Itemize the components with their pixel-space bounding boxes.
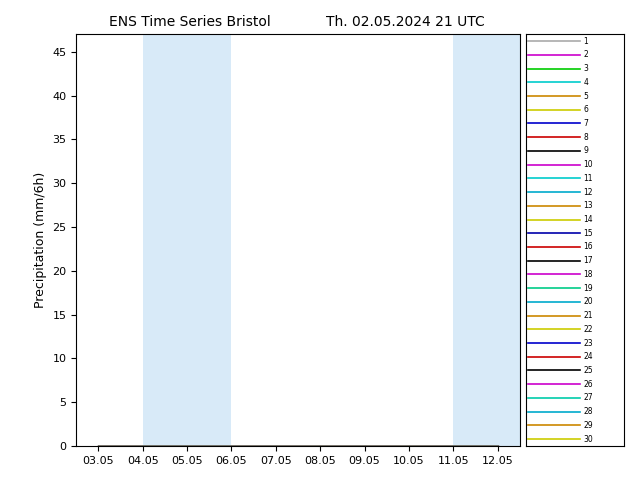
Text: 11: 11 (583, 174, 593, 183)
Text: ENS Time Series Bristol: ENS Time Series Bristol (109, 15, 271, 29)
Text: 4: 4 (583, 78, 588, 87)
Y-axis label: Precipitation (mm/6h): Precipitation (mm/6h) (34, 172, 47, 308)
Text: 2: 2 (583, 50, 588, 59)
Text: 27: 27 (583, 393, 593, 402)
Text: 14: 14 (583, 215, 593, 224)
Text: 26: 26 (583, 380, 593, 389)
Text: 15: 15 (583, 229, 593, 238)
Text: 7: 7 (583, 119, 588, 128)
Text: 9: 9 (583, 147, 588, 155)
Text: 12: 12 (583, 188, 593, 196)
Text: 10: 10 (583, 160, 593, 169)
Text: 22: 22 (583, 325, 593, 334)
Text: 21: 21 (583, 311, 593, 320)
Text: 8: 8 (583, 133, 588, 142)
Text: Th. 02.05.2024 21 UTC: Th. 02.05.2024 21 UTC (327, 15, 485, 29)
Text: 28: 28 (583, 407, 593, 416)
Text: 3: 3 (583, 64, 588, 73)
Text: 13: 13 (583, 201, 593, 210)
Text: 1: 1 (583, 37, 588, 46)
Text: 5: 5 (583, 92, 588, 100)
Text: 23: 23 (583, 339, 593, 347)
Text: 17: 17 (583, 256, 593, 265)
Bar (187, 34, 231, 446)
Bar (498, 34, 524, 446)
Text: 25: 25 (583, 366, 593, 375)
Text: 30: 30 (583, 435, 593, 443)
Text: 18: 18 (583, 270, 593, 279)
Bar (453, 34, 498, 446)
Text: 19: 19 (583, 284, 593, 293)
Text: 6: 6 (583, 105, 588, 114)
Text: 24: 24 (583, 352, 593, 361)
Bar (143, 34, 187, 446)
Text: 16: 16 (583, 243, 593, 251)
Text: 29: 29 (583, 421, 593, 430)
Text: 20: 20 (583, 297, 593, 306)
